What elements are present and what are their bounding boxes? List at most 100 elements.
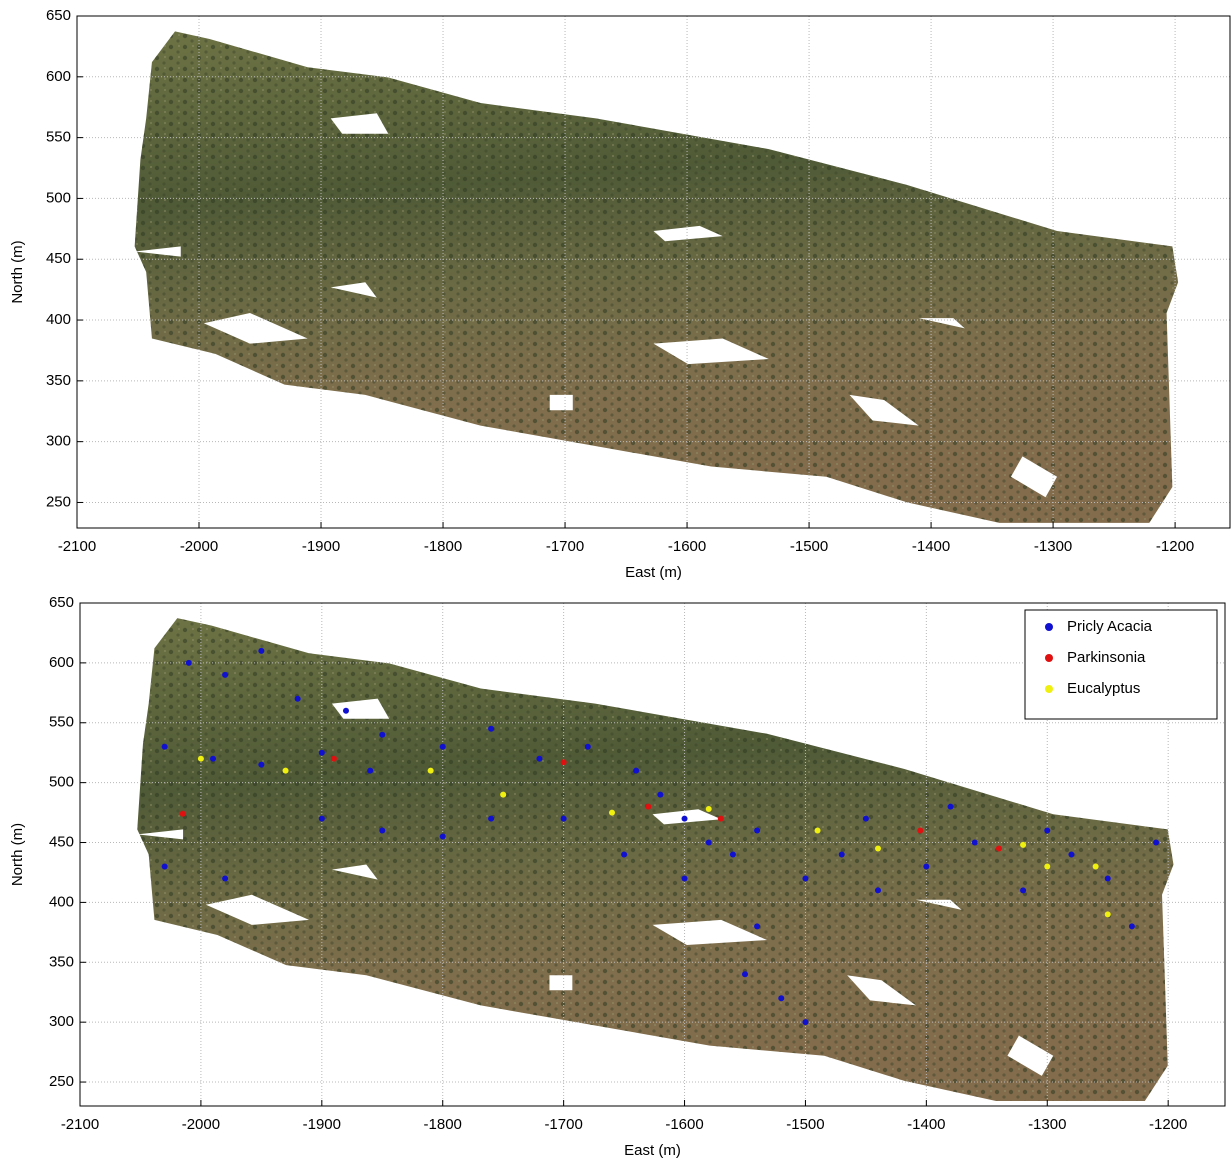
mosaic-gap xyxy=(550,395,573,410)
x-tick-label: -1500 xyxy=(786,1116,824,1133)
x-axis-label: East (m) xyxy=(625,564,682,581)
y-tick-label: 600 xyxy=(49,654,74,671)
point xyxy=(863,816,869,822)
y-tick-label: 250 xyxy=(49,1073,74,1090)
y-tick-label: 500 xyxy=(49,774,74,791)
point xyxy=(536,756,542,762)
y-tick-label: 400 xyxy=(49,893,74,910)
figure: -2100 -2000 -1900 -1800 -1700 -1600 -1500 -1400… xyxy=(0,0,1231,1166)
y-tick-label: 500 xyxy=(46,189,71,206)
point xyxy=(488,726,494,732)
x-tick-label: -1200 xyxy=(1149,1116,1187,1133)
y-tick-label: 600 xyxy=(46,68,71,85)
point xyxy=(440,834,446,840)
point xyxy=(875,846,881,852)
point xyxy=(754,923,760,929)
y-tick-label: 300 xyxy=(49,1013,74,1030)
point xyxy=(645,804,651,810)
legend-marker xyxy=(1045,623,1053,631)
point xyxy=(222,875,228,881)
point xyxy=(1020,842,1026,848)
point xyxy=(331,756,337,762)
point xyxy=(283,768,289,774)
point xyxy=(633,768,639,774)
x-tick-label: -1700 xyxy=(544,1116,582,1133)
y-tick-label: 450 xyxy=(49,833,74,850)
point xyxy=(379,828,385,834)
point xyxy=(718,816,724,822)
y-tick-label: 550 xyxy=(49,714,74,731)
point xyxy=(839,852,845,858)
point xyxy=(1044,828,1050,834)
legend-label: Parkinsonia xyxy=(1067,649,1146,666)
y-tick-label: 300 xyxy=(46,433,71,450)
x-tick-label: -1500 xyxy=(790,538,828,555)
y-tick-label: 650 xyxy=(49,594,74,611)
point xyxy=(561,759,567,765)
point xyxy=(561,816,567,822)
x-tick-label: -1900 xyxy=(302,538,340,555)
point xyxy=(682,875,688,881)
y-tick-label: 450 xyxy=(46,250,71,267)
point xyxy=(186,660,192,666)
point xyxy=(585,744,591,750)
point xyxy=(1020,887,1026,893)
point xyxy=(162,863,168,869)
y-tick-label: 650 xyxy=(46,7,71,24)
point xyxy=(1105,875,1111,881)
point xyxy=(198,756,204,762)
point xyxy=(742,971,748,977)
point xyxy=(319,816,325,822)
x-tick-label: -1300 xyxy=(1028,1116,1066,1133)
point xyxy=(972,840,978,846)
x-tick-label: -2000 xyxy=(180,538,218,555)
point xyxy=(258,648,264,654)
x-tick-label: -2100 xyxy=(58,538,96,555)
y-tick-label: 350 xyxy=(49,953,74,970)
y-axis-label: North (m) xyxy=(9,823,26,886)
point xyxy=(500,792,506,798)
point xyxy=(1129,923,1135,929)
x-axis-label: East (m) xyxy=(624,1142,681,1159)
y-tick-label: 400 xyxy=(46,311,71,328)
point xyxy=(1044,863,1050,869)
point xyxy=(609,810,615,816)
y-tick-label: 350 xyxy=(46,372,71,389)
point xyxy=(875,887,881,893)
point xyxy=(488,816,494,822)
y-tick-label: 550 xyxy=(46,129,71,146)
point xyxy=(319,750,325,756)
point xyxy=(343,708,349,714)
legend-label: Pricly Acacia xyxy=(1067,618,1153,635)
point xyxy=(1093,863,1099,869)
x-tick-label: -1800 xyxy=(424,538,462,555)
point xyxy=(778,995,784,1001)
point xyxy=(1105,911,1111,917)
x-tick-label: -1900 xyxy=(303,1116,341,1133)
point xyxy=(917,828,923,834)
legend-marker xyxy=(1045,654,1053,662)
point xyxy=(802,1019,808,1025)
point xyxy=(706,806,712,812)
mosaic-texture xyxy=(135,31,1178,523)
x-tick-label: -1600 xyxy=(665,1116,703,1133)
x-tick-label: -1600 xyxy=(668,538,706,555)
x-tick-label: -2000 xyxy=(182,1116,220,1133)
point xyxy=(682,816,688,822)
point xyxy=(440,744,446,750)
mosaic-gap xyxy=(549,975,572,990)
point xyxy=(815,828,821,834)
x-tick-label: -2100 xyxy=(61,1116,99,1133)
x-tick-label: -1400 xyxy=(912,538,950,555)
point xyxy=(706,840,712,846)
point xyxy=(730,852,736,858)
point xyxy=(180,811,186,817)
x-tick-label: -1800 xyxy=(424,1116,462,1133)
x-tick-label: -1200 xyxy=(1156,538,1194,555)
point xyxy=(379,732,385,738)
point xyxy=(210,756,216,762)
point xyxy=(802,875,808,881)
y-tick-label: 250 xyxy=(46,493,71,510)
point xyxy=(996,846,1002,852)
point xyxy=(428,768,434,774)
